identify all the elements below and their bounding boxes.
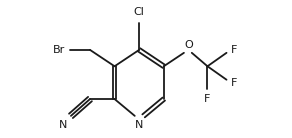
Text: F: F — [231, 45, 237, 55]
Text: Cl: Cl — [134, 7, 145, 17]
Text: N: N — [135, 120, 143, 130]
Text: F: F — [231, 78, 237, 88]
Text: F: F — [204, 94, 211, 104]
Text: O: O — [184, 40, 193, 50]
Text: N: N — [58, 120, 67, 130]
Text: Br: Br — [53, 45, 65, 55]
